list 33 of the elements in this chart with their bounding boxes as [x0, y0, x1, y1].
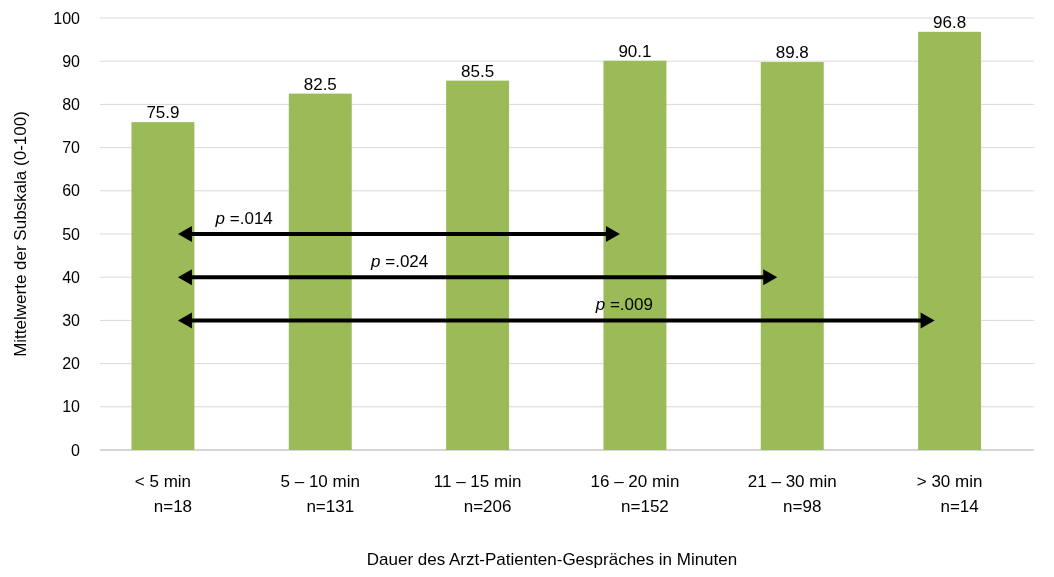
y-tick-label: 50	[62, 225, 81, 243]
y-tick-label: 30	[62, 312, 81, 329]
y-tick-label: 100	[53, 9, 81, 27]
x-tick-label: 21 – 30 min n=98	[747, 472, 837, 516]
bar	[918, 31, 982, 450]
data-label: 82.5	[303, 74, 337, 94]
y-tick-label: 0	[71, 441, 81, 459]
x-tick-label: 11 – 15 min n=206	[433, 472, 522, 516]
y-tick-label: 20	[62, 355, 81, 373]
x-tick-label: 16 – 20 min n=152	[590, 472, 680, 516]
annotation: p =.014	[214, 209, 273, 228]
y-tick-label: 60	[62, 182, 81, 200]
y-tick-label: 70	[62, 139, 81, 157]
x-tick-label: > 30 min n=14	[916, 472, 983, 516]
y-tick-label: 90	[62, 52, 81, 70]
data-label: 89.8	[775, 43, 809, 63]
y-tick-label: 10	[62, 398, 81, 416]
y-tick-label: 40	[62, 268, 81, 286]
bar	[760, 62, 824, 450]
x-axis-title: Dauer des Arzt-Patienten-Gespräches in Minuten	[366, 550, 738, 569]
data-label: 85.5	[461, 61, 495, 81]
bar	[446, 80, 510, 450]
bar	[131, 122, 195, 450]
x-tick-label: < 5 min n=18	[134, 472, 193, 516]
data-label: 96.8	[933, 12, 967, 32]
annotation: p =.024	[370, 252, 429, 272]
bar	[603, 60, 667, 450]
data-label: 75.9	[146, 103, 180, 123]
bar	[288, 93, 352, 450]
y-axis-title: Mittelwerte der Subskala (0-100)	[11, 111, 30, 357]
data-label: 90.1	[618, 41, 652, 61]
x-tick-label: 5 – 10 min n=131	[280, 472, 360, 516]
y-tick-label: 80	[62, 96, 81, 113]
